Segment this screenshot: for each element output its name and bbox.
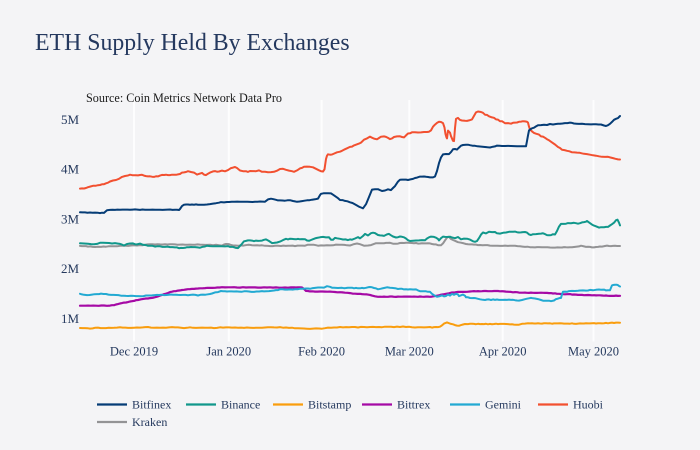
svg-text:ETH Supply Held By Exchanges: ETH Supply Held By Exchanges [35, 30, 350, 56]
svg-text:Gemini: Gemini [485, 398, 522, 412]
svg-text:2M: 2M [61, 261, 80, 276]
svg-text:4M: 4M [61, 162, 80, 177]
svg-text:Dec 2019: Dec 2019 [110, 345, 158, 359]
svg-text:Source: Coin Metrics Network D: Source: Coin Metrics Network Data Pro [86, 91, 282, 105]
svg-text:Binance: Binance [221, 398, 260, 412]
svg-text:Jan 2020: Jan 2020 [206, 345, 251, 359]
svg-text:May 2020: May 2020 [568, 345, 619, 359]
svg-text:1M: 1M [61, 311, 80, 326]
svg-text:3M: 3M [61, 212, 80, 227]
svg-text:Kraken: Kraken [132, 415, 167, 429]
svg-text:Apr 2020: Apr 2020 [479, 345, 527, 359]
svg-text:Bitfinex: Bitfinex [132, 398, 171, 412]
svg-text:Bitstamp: Bitstamp [308, 398, 351, 412]
svg-text:Huobi: Huobi [573, 398, 604, 412]
svg-text:Mar 2020: Mar 2020 [385, 345, 434, 359]
svg-text:Bittrex: Bittrex [397, 398, 430, 412]
svg-text:5M: 5M [61, 112, 80, 127]
svg-text:Feb 2020: Feb 2020 [298, 345, 345, 359]
